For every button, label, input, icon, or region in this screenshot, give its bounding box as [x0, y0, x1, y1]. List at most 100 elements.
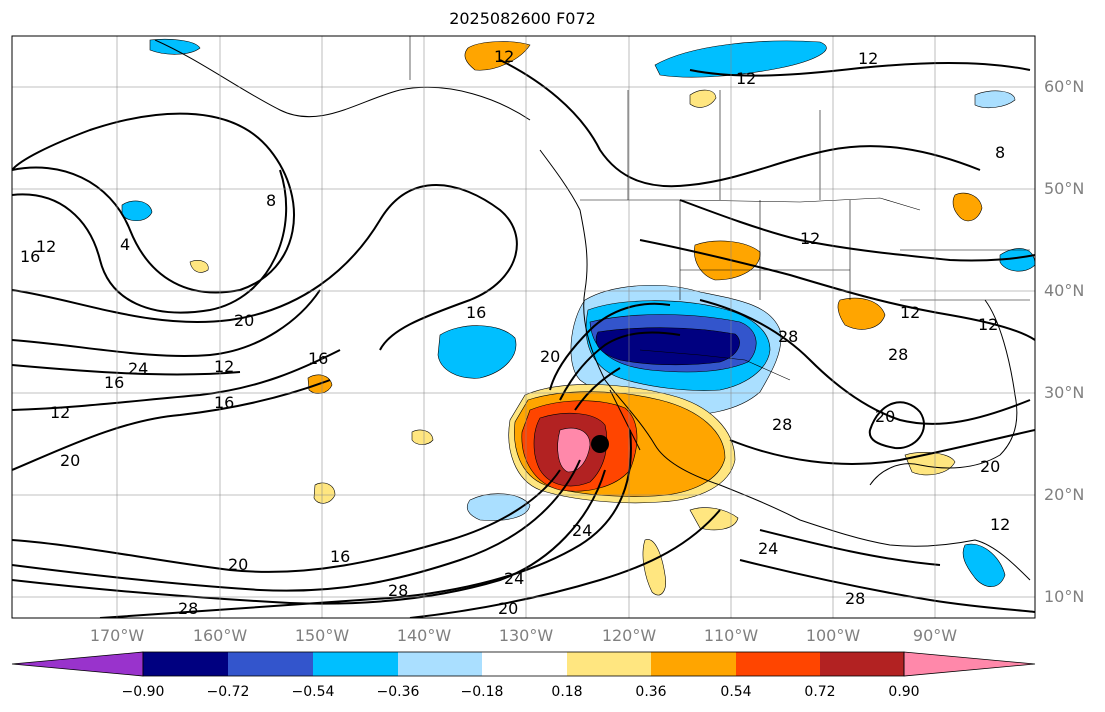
colorbar-outline: [142, 651, 905, 677]
contour-label: 28: [388, 581, 408, 600]
borders: [409, 36, 1030, 381]
coastlines: [154, 39, 1031, 581]
lon-label: 150°W: [294, 626, 350, 645]
shading-negative-south: [962, 543, 1006, 587]
contour-label: 24: [758, 539, 778, 558]
colorbar-tick-label: −0.90: [121, 684, 165, 700]
colorbar-segment: [567, 652, 651, 676]
contour-label: 8: [995, 143, 1005, 162]
contour-label: 4: [120, 235, 130, 254]
lat-label: 30°N: [1044, 383, 1085, 402]
contour-label: 20: [234, 311, 254, 330]
contour-label: 12: [736, 69, 756, 88]
colorbar-extend-max: [903, 651, 1036, 677]
shading-positive-peak: [557, 427, 591, 473]
shading-negative-west: [437, 325, 517, 379]
contour-label: 16: [214, 393, 234, 412]
contour-label: 12: [900, 303, 920, 322]
contour-label: 28: [888, 345, 908, 364]
contour-label: 28: [778, 327, 798, 346]
shading-positive-north: [464, 41, 531, 71]
colorbar-tick-label: 0.36: [635, 684, 667, 700]
lat-label: 10°N: [1044, 587, 1085, 606]
colorbar-segment: [736, 652, 820, 676]
shading-positive-west1: [689, 507, 739, 531]
contour-label: 28: [845, 589, 865, 608]
colorbar-segment: [482, 652, 567, 676]
shading-positive-west4: [411, 429, 434, 445]
lon-label: 130°W: [498, 626, 554, 645]
contour-label: 20: [540, 347, 560, 366]
contour-label: 20: [498, 599, 518, 618]
contour-label: 28: [178, 599, 198, 618]
contours: [12, 59, 1035, 618]
lon-label: 90°W: [912, 626, 958, 645]
shading-positive-us: [694, 240, 761, 281]
shading-positive-west3: [189, 260, 209, 273]
colorbar-tick-label: −0.54: [291, 684, 335, 700]
shading-negative-sw: [467, 493, 531, 521]
shading-positive-nw2: [689, 89, 717, 108]
contour-label: 20: [980, 457, 1000, 476]
colorbar-extend-min: [11, 651, 144, 677]
contour-label: 20: [60, 451, 80, 470]
center-marker: [591, 435, 609, 453]
contour-label: 12: [800, 229, 820, 248]
shading-positive-gulf: [837, 297, 886, 330]
colorbar-tick-label: 0.54: [720, 684, 752, 700]
colorbar-segment: [398, 652, 482, 676]
colorbar: [11, 651, 1036, 677]
contour-label: 12: [36, 237, 56, 256]
contour-label: 12: [990, 515, 1010, 534]
lon-label: 110°W: [703, 626, 759, 645]
lon-label: 170°W: [89, 626, 145, 645]
colorbar-tick-label: 0.18: [551, 684, 583, 700]
contour-label: 20: [875, 407, 895, 426]
contour-label: 16: [330, 547, 350, 566]
lon-label: 140°W: [396, 626, 452, 645]
contour-label: 24: [504, 569, 524, 588]
lon-label: 120°W: [601, 626, 657, 645]
lat-label: 20°N: [1044, 485, 1085, 504]
contour-labels: 12 12 12 12 12 8 8 4 16 12 16 20 24 16 1…: [20, 47, 1010, 618]
colorbar-segment: [143, 652, 228, 676]
contour-label: 8: [266, 191, 276, 210]
colorbar-tick-label: −0.36: [376, 684, 420, 700]
lat-label: 60°N: [1044, 77, 1085, 96]
colorbar-segment: [651, 652, 736, 676]
shading-positive-gl: [952, 192, 983, 222]
contour-label: 16: [104, 373, 124, 392]
grid: [12, 36, 1035, 618]
shading-layer: [121, 38, 1035, 596]
shading-negative-ne: [974, 90, 1016, 109]
contour-label: 16: [466, 303, 486, 322]
lon-label: 100°W: [805, 626, 861, 645]
contour-label: 24: [572, 521, 592, 540]
shading-negative-north: [654, 40, 827, 78]
contour-label: 12: [214, 357, 234, 376]
lat-label: 40°N: [1044, 281, 1085, 300]
contour-label: 20: [228, 555, 248, 574]
shading-positive-baja: [642, 539, 666, 596]
colorbar-segment: [820, 652, 904, 676]
shading-negative-pac: [121, 200, 153, 221]
colorbar-segment: [313, 652, 398, 676]
colorbar-tick-label: 0.90: [888, 684, 920, 700]
shading-positive-tx: [904, 452, 956, 476]
shading-positive-west5: [313, 482, 336, 504]
contour-label: 12: [50, 403, 70, 422]
contour-label: 24: [128, 359, 148, 378]
colorbar-tick-label: 0.72: [804, 684, 836, 700]
contour-label: 12: [978, 315, 998, 334]
contour-label: 16: [20, 247, 40, 266]
plot-title: 2025082600 F072: [449, 9, 596, 28]
lat-label: 50°N: [1044, 179, 1085, 198]
colorbar-tick-label: −0.18: [460, 684, 504, 700]
lon-label: 160°W: [192, 626, 248, 645]
contour-label: 12: [858, 49, 878, 68]
colorbar-segment: [228, 652, 313, 676]
contour-label: 12: [494, 47, 514, 66]
contour-label: 28: [772, 415, 792, 434]
contour-label: 16: [308, 349, 328, 368]
